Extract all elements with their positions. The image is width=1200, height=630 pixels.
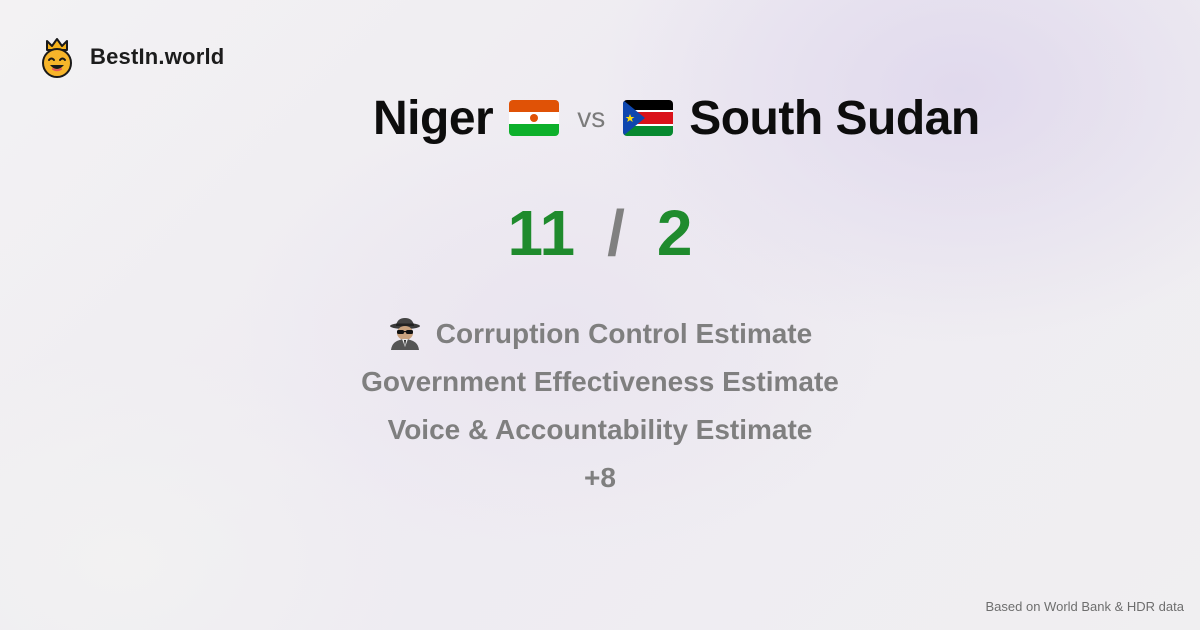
comparison-title: Niger vs South Sudan [373,88,980,148]
brand-logo[interactable]: BestIn.world [38,36,224,78]
south-sudan-flag-icon [623,100,674,136]
data-source-note: Based on World Bank & HDR data [985,599,1184,614]
niger-flag-icon [509,100,560,136]
metric-label: Corruption Control Estimate [435,318,813,349]
score: 11 / 2 [0,196,1200,270]
left-score: 11 [507,197,576,269]
right-score: 2 [656,197,693,269]
metric-item[interactable]: Corruption Control Estimate [0,310,1200,358]
left-country-name[interactable]: Niger [373,91,494,145]
right-country-name[interactable]: South Sudan [689,91,980,145]
vs-label: vs [577,102,606,133]
crown-smiley-icon [42,38,72,78]
metric-item[interactable]: Voice & Accountability Estimate [387,414,813,445]
brand-name: BestIn.world [90,44,225,69]
score-separator: / [607,197,625,269]
metric-item[interactable]: Government Effectiveness Estimate [361,366,839,397]
metrics-list: Corruption Control Estimate Government E… [0,310,1200,502]
spy-icon [389,317,420,350]
more-metrics-count[interactable]: +8 [584,462,616,493]
